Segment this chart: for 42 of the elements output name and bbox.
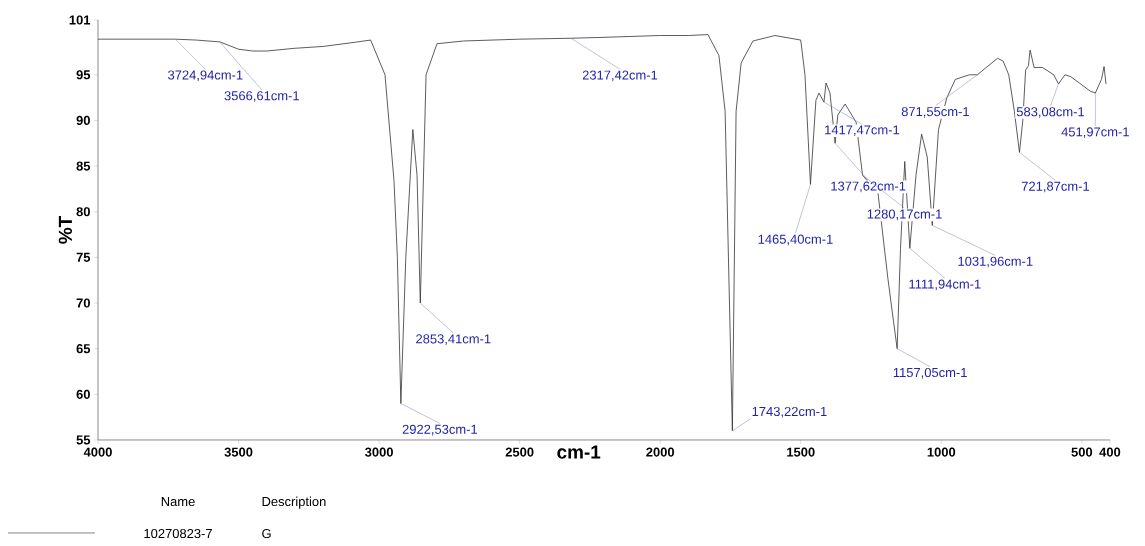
y-tick-label: 95 bbox=[76, 70, 91, 80]
annotation: 1157,05cm-1 bbox=[893, 367, 967, 379]
annotation: 871,55cm-1 bbox=[901, 107, 969, 118]
annotation: 721,87cm-1 bbox=[1021, 181, 1090, 193]
x-tick-label: 2500 bbox=[505, 447, 534, 457]
annotation: 1111,94cm-1 bbox=[909, 279, 981, 291]
annotation: 1280,17cm-1 bbox=[867, 209, 942, 221]
annotation: 3724,94cm-1 bbox=[168, 70, 243, 82]
annotation: 1743,22cm-1 bbox=[752, 406, 827, 418]
x-tick-label: 4000 bbox=[83, 447, 112, 457]
annotation: 451,97cm-1 bbox=[1061, 127, 1129, 138]
annotation: 1031,96cm-1 bbox=[958, 256, 1033, 268]
x-tick-label: 1000 bbox=[927, 447, 956, 457]
x-tick-label: 1500 bbox=[787, 447, 815, 457]
annotation: 583,08cm-1 bbox=[1016, 107, 1085, 118]
y-tick-label: 80 bbox=[76, 207, 90, 217]
annotation: 2853,41cm-1 bbox=[416, 334, 491, 345]
annotation: 2317,42cm-1 bbox=[582, 70, 658, 82]
annotation: 1417,47cm-1 bbox=[825, 125, 900, 136]
y-tick-label: 85 bbox=[76, 161, 91, 171]
text: 10270823-7 bbox=[144, 528, 212, 539]
y-tick-label: 60 bbox=[76, 389, 90, 399]
legend-title: Name bbox=[161, 497, 195, 507]
x-tick-label: 400 bbox=[1099, 447, 1121, 457]
y-tick-label: 75 bbox=[76, 252, 91, 262]
y-tick-label: 101 bbox=[69, 15, 91, 25]
text: G bbox=[262, 528, 271, 539]
x-tick-label: 3500 bbox=[224, 447, 253, 457]
y-axis-title: %T bbox=[58, 216, 73, 244]
text: Description bbox=[262, 496, 326, 509]
y-tick-label: 70 bbox=[76, 298, 90, 308]
x-tick-label: 3000 bbox=[364, 447, 393, 457]
annotation: 1465,40cm-1 bbox=[758, 234, 833, 246]
annotation: 2922,53cm-1 bbox=[402, 424, 478, 436]
x-axis-title: cm-1 bbox=[557, 445, 601, 459]
y-tick-label: 55 bbox=[76, 435, 91, 445]
annotation: 3566,61cm-1 bbox=[224, 91, 299, 102]
annotation: 1377,62cm-1 bbox=[831, 181, 906, 193]
x-tick-label: 500 bbox=[1071, 447, 1093, 457]
y-tick-label: 65 bbox=[76, 344, 91, 354]
y-tick-label: 90 bbox=[76, 115, 90, 125]
x-tick-label: 2000 bbox=[646, 447, 675, 457]
